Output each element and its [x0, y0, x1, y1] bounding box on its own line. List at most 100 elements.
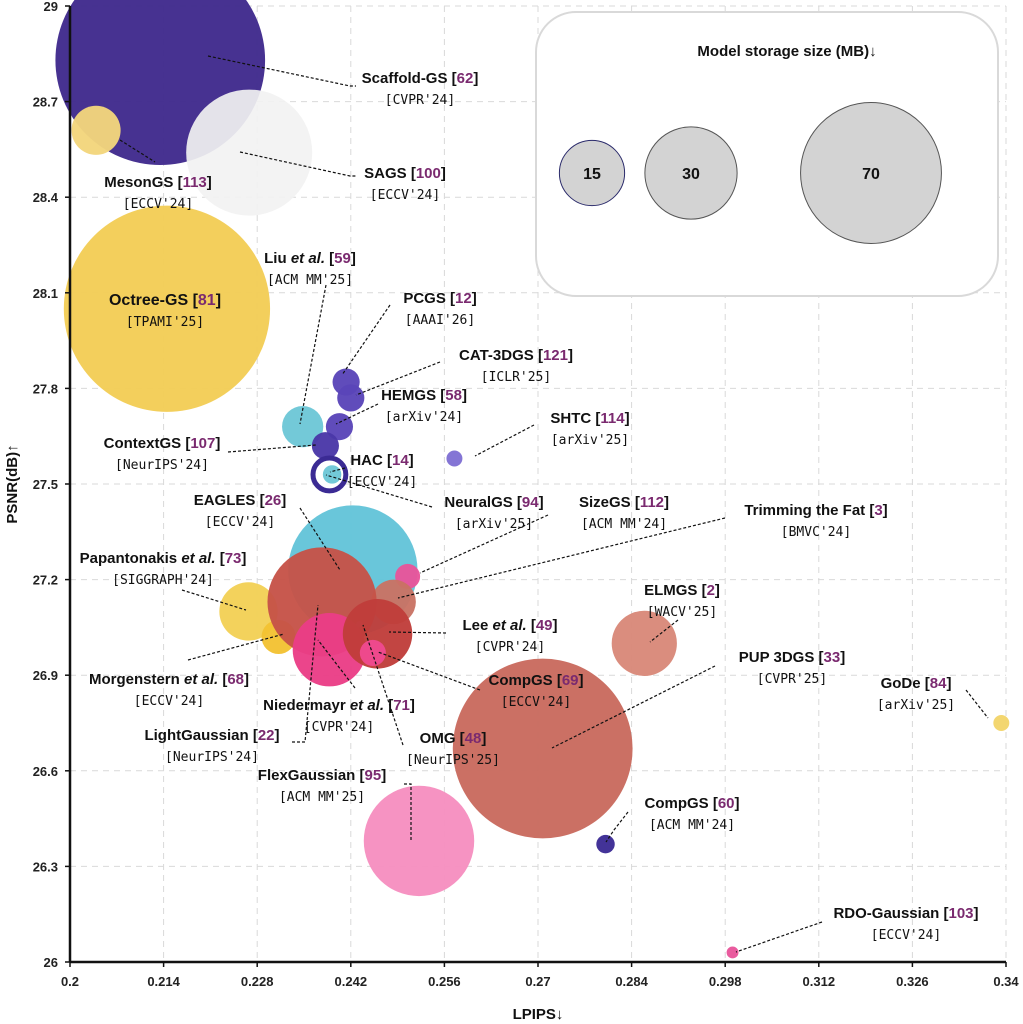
- cite-number: 113: [183, 174, 207, 191]
- x-tick-label: 0.242: [335, 974, 368, 989]
- cite-bracket: [: [185, 435, 190, 452]
- method-name: CompGS [69]: [488, 672, 583, 689]
- leader-sags: [239, 151, 356, 177]
- method-name: Lee et al. [49]: [462, 617, 557, 634]
- y-tick-label: 28.1: [33, 286, 58, 301]
- y-axis-title: PSNR(dB)↑: [4, 444, 21, 523]
- venue-label: [CVPR'24]: [304, 720, 374, 735]
- method-name: HEMGS [58]: [381, 387, 467, 404]
- cite-bracket: ]: [974, 905, 979, 922]
- label-pcgs: PCGS [12] [AAAI'26]: [403, 290, 476, 328]
- venue-label: [ECCV'24]: [123, 197, 193, 212]
- cite-bracket: [: [869, 502, 874, 519]
- cite-bracket: ]: [472, 290, 477, 307]
- label-cat-3dgs: CAT-3DGS [121] [ICLR'25]: [459, 347, 573, 385]
- leader-liu: [299, 284, 327, 425]
- x-tick-label: 0.326: [896, 974, 929, 989]
- venue-label: [ECCV'24]: [871, 928, 941, 943]
- method-name: ContextGS [107]: [104, 435, 221, 452]
- cite-number: 60: [718, 795, 735, 812]
- cite-bracket: ]: [735, 795, 740, 812]
- label-contextgs: ContextGS [107] [NeurIPS'24]: [104, 435, 221, 473]
- cite-bracket: [: [819, 649, 824, 666]
- leader-pcgs: [341, 304, 391, 376]
- label-sizegs: SizeGS [112] [ACM MM'24]: [579, 494, 669, 532]
- cite-number: 73: [225, 550, 242, 567]
- cite-bracket: ]: [473, 70, 478, 87]
- method-name-text: PCGS: [403, 290, 450, 307]
- cite-bracket: [: [253, 727, 258, 744]
- method-name: Scaffold-GS [62]: [362, 70, 479, 87]
- cite-bracket: ]: [539, 494, 544, 511]
- y-tick-label: 26: [44, 955, 58, 970]
- cite-number: 95: [365, 767, 382, 784]
- method-name-text: GoDe: [881, 675, 925, 692]
- label-trimming-the-fat: Trimming the Fat [3] [BMVC'24]: [744, 502, 887, 540]
- cite-bracket: ]: [281, 492, 286, 509]
- venue-label: [arXiv'25]: [455, 517, 533, 532]
- method-name: FlexGaussian [95]: [258, 767, 386, 784]
- venue-label: [ACM MM'24]: [649, 818, 735, 833]
- cite-bracket: ]: [207, 174, 212, 191]
- venue-label: [AAAI'26]: [405, 313, 475, 328]
- data-points: [55, 0, 1010, 959]
- leader-rdo-gaussian: [735, 921, 823, 953]
- method-name-italic: et al.: [181, 550, 219, 567]
- cite-bracket: [: [713, 795, 718, 812]
- method-name: OMG [48]: [420, 730, 487, 747]
- point-mesongs: [71, 105, 121, 155]
- venue-label: [ECCV'24]: [370, 188, 440, 203]
- method-name: PCGS [12]: [403, 290, 476, 307]
- method-name: LightGaussian [22]: [144, 727, 279, 744]
- cite-bracket: ]: [568, 347, 573, 364]
- point-papantonakis: [219, 582, 278, 641]
- legend-size-label: 70: [862, 166, 880, 183]
- cite-bracket: [: [531, 617, 536, 634]
- venue-label: [WACV'25]: [647, 605, 717, 620]
- label-shtc: SHTC [114] [arXiv'25]: [550, 410, 629, 448]
- venue-label: [ACM MM'25]: [279, 790, 365, 805]
- y-tick-label: 27.5: [33, 477, 58, 492]
- method-name-text: CompGS: [644, 795, 712, 812]
- leader-niedermayr: [317, 639, 356, 689]
- venue-label: [arXiv'24]: [385, 410, 463, 425]
- cite-bracket: [: [178, 174, 183, 191]
- x-axis-title: LPIPS↓: [513, 1006, 564, 1023]
- y-tick-label: 29: [44, 0, 58, 14]
- point-gode: [993, 715, 1010, 731]
- venue-label: [ECCV'24]: [134, 694, 204, 709]
- method-name-text: Scaffold-GS: [362, 70, 452, 87]
- cite-number: 71: [393, 697, 410, 714]
- cite-bracket: ]: [946, 675, 951, 692]
- size-legend: Model storage size (MB)↓ 15 30 70: [535, 11, 999, 297]
- cite-bracket: ]: [625, 410, 630, 427]
- venue-label: [ECCV'24]: [501, 695, 571, 710]
- y-tick-label: 28.7: [33, 95, 58, 110]
- cite-bracket: ]: [664, 494, 669, 511]
- method-name-italic: et al.: [291, 250, 329, 267]
- method-name: SizeGS [112]: [579, 494, 669, 511]
- venue-label: [ECCV'24]: [205, 515, 275, 530]
- cite-bracket: [: [329, 250, 334, 267]
- leader-hac: [329, 467, 346, 473]
- venue-label: [NeurIPS'25]: [406, 753, 500, 768]
- label-gode: GoDe [84] [arXiv'25]: [877, 675, 955, 713]
- method-name-text: Niedermayr: [263, 697, 350, 714]
- label-pup-3dgs: PUP 3DGS [33] [CVPR'25]: [739, 649, 845, 687]
- legend-bubble: [644, 126, 738, 220]
- method-name: CompGS [60]: [644, 795, 739, 812]
- cite-bracket: [: [360, 767, 365, 784]
- leader-lee: [388, 631, 447, 634]
- label-compgs-eccv: CompGS [69] [ECCV'24]: [488, 672, 583, 710]
- cite-bracket: [: [460, 730, 465, 747]
- cite-bracket: ]: [553, 617, 558, 634]
- cite-bracket: ]: [216, 292, 221, 309]
- cite-bracket: ]: [410, 697, 415, 714]
- method-name: NeuralGS [94]: [444, 494, 543, 511]
- label-flexgaussian: FlexGaussian [95] [ACM MM'25]: [258, 767, 386, 805]
- cite-number: 112: [640, 494, 664, 511]
- method-name-text: CompGS: [488, 672, 556, 689]
- point-octree-gs: [63, 205, 271, 412]
- label-hemgs: HEMGS [58] [arXiv'24]: [381, 387, 467, 425]
- label-rdo-gaussian: RDO-Gaussian [103] [ECCV'24]: [833, 905, 978, 943]
